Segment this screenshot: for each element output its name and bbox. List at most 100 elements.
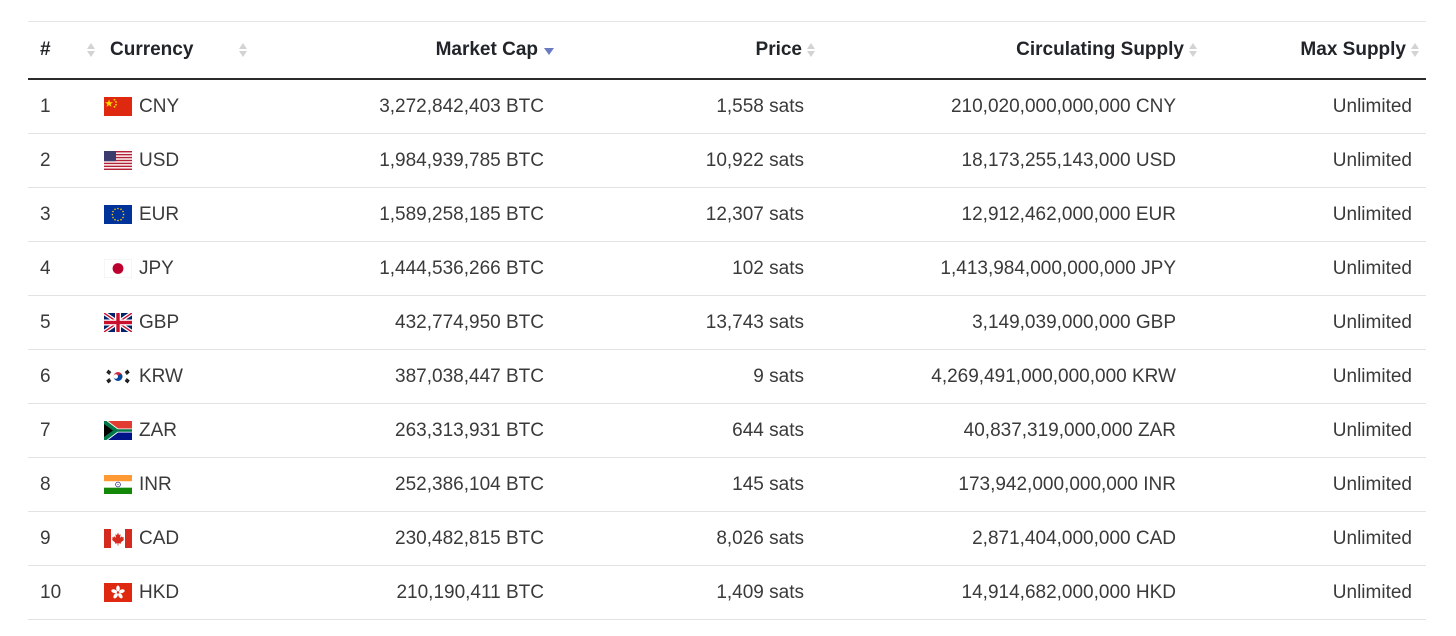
currency-code[interactable]: EUR <box>139 203 180 225</box>
market-cap-cell: 252,386,104 BTC <box>256 457 584 512</box>
table-row[interactable]: 6 KRW 387,038,447 BTC 9 sats 4,269,491,0… <box>28 349 1426 404</box>
circulating-supply-value: 14,914,682,000,000 HKD <box>961 581 1176 603</box>
table-row[interactable]: 3 EUR 1,589,258,185 BTC 12,307 sats 12,9… <box>28 187 1426 242</box>
market-cap-value: 252,386,104 BTC <box>395 473 544 495</box>
currency-code[interactable]: HKD <box>139 581 180 603</box>
rank-cell: 1 <box>28 79 104 134</box>
circulating-supply-cell: 1,413,984,000,000,000 JPY <box>834 241 1208 296</box>
price-value: 102 sats <box>732 257 804 279</box>
column-header-label: Max Supply <box>1300 39 1406 60</box>
column-header-circulating-supply[interactable]: Circulating Supply <box>834 21 1208 80</box>
column-header-max-supply[interactable]: Max Supply <box>1208 21 1426 80</box>
rank-cell: 2 <box>28 133 104 188</box>
rank-cell: 3 <box>28 187 104 242</box>
price-value: 10,922 sats <box>705 149 804 171</box>
table-row[interactable]: 8 INR 252,386,104 BTC 145 sats 173,942,0… <box>28 457 1426 512</box>
currency-code[interactable]: INR <box>139 473 172 495</box>
max-supply-value: Unlimited <box>1332 365 1412 387</box>
currency-code[interactable]: CAD <box>139 527 180 549</box>
currency-code[interactable]: GBP <box>139 311 180 333</box>
table-row[interactable]: 1 CNY 3,272,842,403 BTC 1,558 sats 210,0… <box>28 79 1426 134</box>
rank-value: 3 <box>40 203 51 225</box>
max-supply-value: Unlimited <box>1332 527 1412 549</box>
south-korea-flag-icon <box>104 367 132 386</box>
circulating-supply-value: 3,149,039,000,000 GBP <box>972 311 1176 333</box>
circulating-supply-cell: 173,942,000,000,000 INR <box>834 457 1208 512</box>
hong-kong-flag-icon <box>104 583 132 602</box>
currency-table-container: # Currency Market Cap <box>28 21 1426 620</box>
column-header-rank[interactable]: # <box>28 21 104 80</box>
currency-table: # Currency Market Cap <box>28 21 1426 620</box>
market-cap-value: 1,589,258,185 BTC <box>379 203 544 225</box>
table-row[interactable]: 7 ZAR 263,313,931 BTC 644 sats 40,837,31… <box>28 403 1426 458</box>
column-header-market-cap[interactable]: Market Cap <box>256 21 584 80</box>
sort-icon[interactable] <box>1188 42 1198 58</box>
column-header-price[interactable]: Price <box>584 21 834 80</box>
max-supply-value: Unlimited <box>1332 257 1412 279</box>
currency-code[interactable]: JPY <box>139 257 174 279</box>
currency-cell[interactable]: GBP <box>104 295 256 350</box>
market-cap-cell: 387,038,447 BTC <box>256 349 584 404</box>
currency-cell[interactable]: EUR <box>104 187 256 242</box>
circulating-supply-cell: 18,173,255,143,000 USD <box>834 133 1208 188</box>
currency-code[interactable]: ZAR <box>139 419 177 441</box>
circulating-supply-cell: 12,912,462,000,000 EUR <box>834 187 1208 242</box>
price-cell: 8,026 sats <box>584 511 834 566</box>
currency-code[interactable]: KRW <box>139 365 183 387</box>
market-cap-cell: 263,313,931 BTC <box>256 403 584 458</box>
table-body: 1 CNY 3,272,842,403 BTC 1,558 sats 210,0… <box>28 79 1426 620</box>
column-header-currency[interactable]: Currency <box>104 21 256 80</box>
currency-cell[interactable]: INR <box>104 457 256 512</box>
table-row[interactable]: 9 CAD 230,482,815 BTC 8,026 sats 2,871,4… <box>28 511 1426 566</box>
eu-flag-icon <box>104 205 132 224</box>
south-africa-flag-icon <box>104 421 132 440</box>
currency-cell[interactable]: USD <box>104 133 256 188</box>
india-flag-icon <box>104 475 132 494</box>
canada-flag-icon <box>104 529 132 548</box>
column-header-label: # <box>40 39 51 60</box>
column-header-label: Market Cap <box>435 39 538 60</box>
currency-cell[interactable]: CAD <box>104 511 256 566</box>
currency-cell[interactable]: CNY <box>104 79 256 134</box>
table-row[interactable]: 10 HKD 210,190,411 BTC 1,409 sats 14,914… <box>28 565 1426 620</box>
market-cap-value: 387,038,447 BTC <box>395 365 544 387</box>
market-cap-cell: 230,482,815 BTC <box>256 511 584 566</box>
table-row[interactable]: 4 JPY 1,444,536,266 BTC 102 sats 1,413,9… <box>28 241 1426 296</box>
circulating-supply-value: 1,413,984,000,000,000 JPY <box>940 257 1176 279</box>
rank-value: 4 <box>40 257 51 279</box>
price-cell: 13,743 sats <box>584 295 834 350</box>
max-supply-value: Unlimited <box>1332 473 1412 495</box>
currency-cell[interactable]: KRW <box>104 349 256 404</box>
circulating-supply-cell: 2,871,404,000,000 CAD <box>834 511 1208 566</box>
rank-value: 6 <box>40 365 51 387</box>
rank-value: 8 <box>40 473 51 495</box>
max-supply-value: Unlimited <box>1332 581 1412 603</box>
price-value: 644 sats <box>732 419 804 441</box>
circulating-supply-value: 12,912,462,000,000 EUR <box>961 203 1176 225</box>
currency-cell[interactable]: ZAR <box>104 403 256 458</box>
currency-cell[interactable]: JPY <box>104 241 256 296</box>
sort-descending-icon[interactable] <box>544 42 554 58</box>
china-flag-icon <box>104 97 132 116</box>
market-cap-cell: 3,272,842,403 BTC <box>256 79 584 134</box>
usa-flag-icon <box>104 151 132 170</box>
table-row[interactable]: 2 USD 1,984,939,785 BTC 10,922 sats 18,1… <box>28 133 1426 188</box>
sort-icon[interactable] <box>806 42 816 58</box>
market-cap-value: 3,272,842,403 BTC <box>379 95 544 117</box>
circulating-supply-cell: 4,269,491,000,000,000 KRW <box>834 349 1208 404</box>
sort-icon[interactable] <box>86 42 96 58</box>
rank-cell: 7 <box>28 403 104 458</box>
table-row[interactable]: 5 GBP 432,774,950 BTC 13,743 sats 3,149,… <box>28 295 1426 350</box>
max-supply-cell: Unlimited <box>1208 349 1426 404</box>
market-cap-cell: 1,444,536,266 BTC <box>256 241 584 296</box>
sort-icon[interactable] <box>1410 42 1420 58</box>
max-supply-cell: Unlimited <box>1208 241 1426 296</box>
currency-code[interactable]: USD <box>139 149 180 171</box>
price-value: 1,558 sats <box>716 95 804 117</box>
max-supply-value: Unlimited <box>1332 203 1412 225</box>
sort-icon[interactable] <box>238 42 248 58</box>
currency-cell[interactable]: HKD <box>104 565 256 620</box>
column-header-label: Circulating Supply <box>1016 39 1184 60</box>
currency-code[interactable]: CNY <box>139 95 180 117</box>
market-cap-value: 432,774,950 BTC <box>395 311 544 333</box>
